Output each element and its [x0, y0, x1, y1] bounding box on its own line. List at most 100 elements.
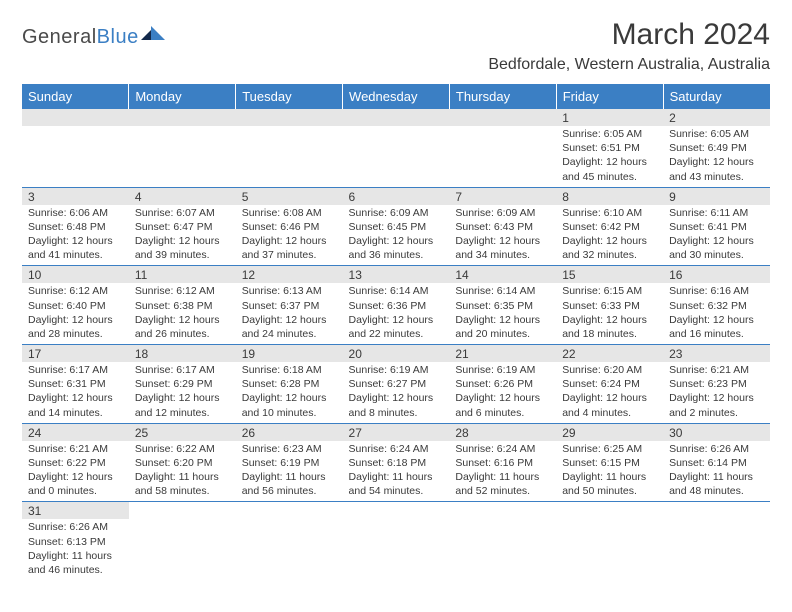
calendar-cell: 13Sunrise: 6:14 AMSunset: 6:36 PMDayligh…: [343, 266, 450, 345]
daylight-text: Daylight: 12 hours: [455, 313, 550, 327]
day-number: 4: [129, 188, 236, 205]
day-number: 17: [22, 345, 129, 362]
daylight-text: Daylight: 12 hours: [135, 391, 230, 405]
day-number-empty: [129, 109, 236, 126]
day-number: 18: [129, 345, 236, 362]
day-content: Sunrise: 6:17 AMSunset: 6:29 PMDaylight:…: [129, 362, 236, 423]
day-number: 13: [343, 266, 450, 283]
day-number: 1: [556, 109, 663, 126]
day-content: Sunrise: 6:05 AMSunset: 6:49 PMDaylight:…: [663, 126, 770, 187]
sunset-text: Sunset: 6:14 PM: [669, 456, 764, 470]
logo: GeneralBlue: [22, 26, 169, 49]
daylight-text: Daylight: 11 hours: [349, 470, 444, 484]
sunrise-text: Sunrise: 6:20 AM: [562, 363, 657, 377]
day-number-empty: [129, 502, 236, 519]
daylight-text: Daylight: 12 hours: [669, 313, 764, 327]
sunset-text: Sunset: 6:48 PM: [28, 220, 123, 234]
day-content: Sunrise: 6:26 AMSunset: 6:13 PMDaylight:…: [22, 519, 129, 580]
daylight-text: Daylight: 12 hours: [28, 234, 123, 248]
sunrise-text: Sunrise: 6:08 AM: [242, 206, 337, 220]
day-number: 7: [449, 188, 556, 205]
calendar-cell: 15Sunrise: 6:15 AMSunset: 6:33 PMDayligh…: [556, 266, 663, 345]
daylight-text: Daylight: 12 hours: [349, 234, 444, 248]
day-content: Sunrise: 6:21 AMSunset: 6:22 PMDaylight:…: [22, 441, 129, 502]
dow-header: Wednesday: [343, 84, 450, 109]
sunrise-text: Sunrise: 6:18 AM: [242, 363, 337, 377]
sunrise-text: Sunrise: 6:25 AM: [562, 442, 657, 456]
daylight-text: and 12 minutes.: [135, 406, 230, 420]
daylight-text: and 39 minutes.: [135, 248, 230, 262]
day-number-empty: [343, 502, 450, 519]
day-content: Sunrise: 6:12 AMSunset: 6:38 PMDaylight:…: [129, 283, 236, 344]
daylight-text: Daylight: 12 hours: [28, 391, 123, 405]
daylight-text: and 32 minutes.: [562, 248, 657, 262]
header: GeneralBlue March 2024 Bedfordale, Weste…: [22, 18, 770, 74]
daylight-text: and 22 minutes.: [349, 327, 444, 341]
sunrise-text: Sunrise: 6:14 AM: [455, 284, 550, 298]
daylight-text: Daylight: 12 hours: [669, 234, 764, 248]
sunset-text: Sunset: 6:29 PM: [135, 377, 230, 391]
calendar-cell: 4Sunrise: 6:07 AMSunset: 6:47 PMDaylight…: [129, 187, 236, 266]
sunset-text: Sunset: 6:27 PM: [349, 377, 444, 391]
calendar-cell: 29Sunrise: 6:25 AMSunset: 6:15 PMDayligh…: [556, 423, 663, 502]
day-number: 8: [556, 188, 663, 205]
daylight-text: and 58 minutes.: [135, 484, 230, 498]
dow-header: Tuesday: [236, 84, 343, 109]
day-number: 28: [449, 424, 556, 441]
daylight-text: and 54 minutes.: [349, 484, 444, 498]
logo-text-a: General: [22, 26, 97, 48]
sunset-text: Sunset: 6:33 PM: [562, 299, 657, 313]
daylight-text: Daylight: 11 hours: [562, 470, 657, 484]
day-content: Sunrise: 6:05 AMSunset: 6:51 PMDaylight:…: [556, 126, 663, 187]
daylight-text: and 20 minutes.: [455, 327, 550, 341]
sunset-text: Sunset: 6:37 PM: [242, 299, 337, 313]
calendar-cell: 19Sunrise: 6:18 AMSunset: 6:28 PMDayligh…: [236, 345, 343, 424]
day-content: Sunrise: 6:06 AMSunset: 6:48 PMDaylight:…: [22, 205, 129, 266]
page-title: March 2024: [488, 18, 770, 52]
sunrise-text: Sunrise: 6:07 AM: [135, 206, 230, 220]
day-number: 11: [129, 266, 236, 283]
location: Bedfordale, Western Australia, Australia: [488, 56, 770, 74]
calendar-cell: 6Sunrise: 6:09 AMSunset: 6:45 PMDaylight…: [343, 187, 450, 266]
sunrise-text: Sunrise: 6:05 AM: [562, 127, 657, 141]
day-content: Sunrise: 6:22 AMSunset: 6:20 PMDaylight:…: [129, 441, 236, 502]
sunset-text: Sunset: 6:15 PM: [562, 456, 657, 470]
daylight-text: and 14 minutes.: [28, 406, 123, 420]
calendar-cell: 23Sunrise: 6:21 AMSunset: 6:23 PMDayligh…: [663, 345, 770, 424]
calendar-cell: 5Sunrise: 6:08 AMSunset: 6:46 PMDaylight…: [236, 187, 343, 266]
day-number: 29: [556, 424, 663, 441]
sunset-text: Sunset: 6:36 PM: [349, 299, 444, 313]
day-number: 19: [236, 345, 343, 362]
dow-header: Friday: [556, 84, 663, 109]
day-number: 27: [343, 424, 450, 441]
daylight-text: Daylight: 12 hours: [242, 391, 337, 405]
calendar-cell: 22Sunrise: 6:20 AMSunset: 6:24 PMDayligh…: [556, 345, 663, 424]
daylight-text: and 36 minutes.: [349, 248, 444, 262]
daylight-text: and 41 minutes.: [28, 248, 123, 262]
daylight-text: and 50 minutes.: [562, 484, 657, 498]
sunset-text: Sunset: 6:51 PM: [562, 141, 657, 155]
calendar-cell: 20Sunrise: 6:19 AMSunset: 6:27 PMDayligh…: [343, 345, 450, 424]
calendar-cell: 3Sunrise: 6:06 AMSunset: 6:48 PMDaylight…: [22, 187, 129, 266]
sunrise-text: Sunrise: 6:16 AM: [669, 284, 764, 298]
sunset-text: Sunset: 6:26 PM: [455, 377, 550, 391]
day-content: Sunrise: 6:23 AMSunset: 6:19 PMDaylight:…: [236, 441, 343, 502]
daylight-text: and 18 minutes.: [562, 327, 657, 341]
calendar-cell: 30Sunrise: 6:26 AMSunset: 6:14 PMDayligh…: [663, 423, 770, 502]
day-number-empty: [236, 502, 343, 519]
sunrise-text: Sunrise: 6:17 AM: [28, 363, 123, 377]
daylight-text: and 4 minutes.: [562, 406, 657, 420]
day-number: 24: [22, 424, 129, 441]
sunset-text: Sunset: 6:20 PM: [135, 456, 230, 470]
calendar-cell: [449, 502, 556, 580]
calendar-row: 17Sunrise: 6:17 AMSunset: 6:31 PMDayligh…: [22, 345, 770, 424]
day-number: 30: [663, 424, 770, 441]
sunrise-text: Sunrise: 6:13 AM: [242, 284, 337, 298]
sunset-text: Sunset: 6:43 PM: [455, 220, 550, 234]
sunset-text: Sunset: 6:38 PM: [135, 299, 230, 313]
sunset-text: Sunset: 6:31 PM: [28, 377, 123, 391]
daylight-text: and 6 minutes.: [455, 406, 550, 420]
dow-header: Monday: [129, 84, 236, 109]
sunset-text: Sunset: 6:23 PM: [669, 377, 764, 391]
day-number: 31: [22, 502, 129, 519]
